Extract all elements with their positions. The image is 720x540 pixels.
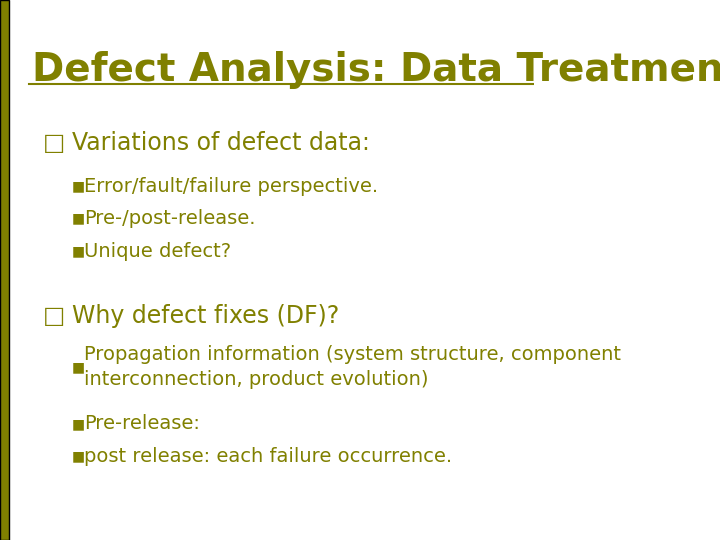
Text: Why defect fixes (DF)?: Why defect fixes (DF)? — [72, 304, 339, 328]
Text: ■: ■ — [72, 449, 85, 463]
Text: Error/fault/failure perspective.: Error/fault/failure perspective. — [84, 177, 379, 196]
Text: Pre-/post-release.: Pre-/post-release. — [84, 209, 256, 228]
Text: ■: ■ — [72, 179, 85, 193]
Text: Unique defect?: Unique defect? — [84, 241, 232, 261]
Text: Defect Analysis: Data Treatment: Defect Analysis: Data Treatment — [32, 51, 720, 89]
Text: ■: ■ — [72, 244, 85, 258]
Text: Variations of defect data:: Variations of defect data: — [72, 131, 370, 155]
Text: ■: ■ — [72, 417, 85, 431]
Text: Pre-release:: Pre-release: — [84, 414, 200, 434]
Text: ■: ■ — [72, 360, 85, 374]
Text: Propagation information (system structure, component
interconnection, product ev: Propagation information (system structur… — [84, 345, 621, 389]
Text: □: □ — [42, 131, 65, 155]
Text: □: □ — [42, 304, 65, 328]
Text: post release: each failure occurrence.: post release: each failure occurrence. — [84, 447, 453, 466]
Text: ■: ■ — [72, 212, 85, 226]
